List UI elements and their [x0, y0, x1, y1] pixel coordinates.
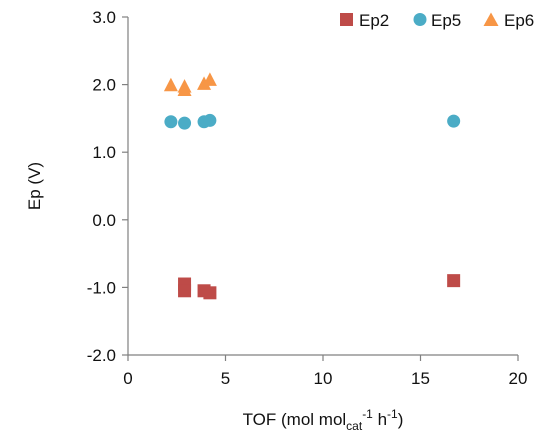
- x-axis-title-sup2: -1: [387, 407, 398, 421]
- data-point-ep2: [178, 284, 192, 298]
- legend-marker-ep2: [340, 13, 353, 26]
- x-axis-title-main: TOF (mol mol: [243, 410, 347, 429]
- data-point-ep5: [164, 115, 178, 129]
- x-axis-title: TOF (mol molcat-1 h-1): [243, 407, 404, 433]
- data-point-ep6: [163, 77, 178, 92]
- data-point-ep6: [202, 72, 217, 86]
- data-point-ep2: [203, 286, 217, 300]
- y-tick-label: 3.0: [92, 8, 116, 27]
- legend-item-ep2: Ep2: [340, 11, 389, 30]
- x-tick-label: 20: [509, 369, 528, 388]
- data-point-ep5: [203, 113, 217, 127]
- series-ep2: [178, 274, 461, 300]
- x-axis-title-end: ): [398, 410, 404, 429]
- y-tick-label: 0.0: [92, 211, 116, 230]
- x-axis-title-sup1: -1: [362, 407, 373, 421]
- series-ep6: [163, 72, 217, 97]
- legend-label-ep6: Ep6: [504, 11, 534, 30]
- x-tick-label: 15: [411, 369, 430, 388]
- legend-item-ep6: Ep6: [483, 11, 534, 30]
- data-point-ep2: [447, 274, 461, 288]
- data-point-ep5: [447, 114, 461, 128]
- legend: Ep2 Ep5 Ep6: [340, 11, 534, 30]
- x-axis-title-sub: cat: [346, 419, 363, 433]
- ticks: [122, 16, 519, 361]
- legend-label-ep2: Ep2: [359, 11, 389, 30]
- legend-marker-ep6: [483, 12, 499, 26]
- data-markers: [163, 72, 461, 300]
- legend-marker-ep5: [413, 13, 427, 26]
- data-point-ep6: [197, 76, 212, 90]
- legend-label-ep5: Ep5: [431, 11, 461, 30]
- x-tick-label: 5: [221, 369, 230, 388]
- x-axis-title-mid: h: [373, 410, 387, 429]
- y-axis-title: Ep (V): [25, 162, 44, 210]
- tick-labels: -2.0 -1.0 0.0 1.0 2.0 3.0 0 5 10 15 20: [87, 8, 528, 388]
- x-tick-label: 10: [314, 369, 333, 388]
- y-tick-label: -1.0: [87, 278, 116, 297]
- y-tick-label: -2.0: [87, 346, 116, 365]
- axes: [127, 17, 518, 356]
- y-tick-label: 2.0: [92, 76, 116, 95]
- legend-item-ep5: Ep5: [413, 11, 461, 30]
- x-tick-label: 0: [123, 369, 132, 388]
- data-point-ep6: [177, 82, 192, 97]
- data-point-ep5: [178, 116, 192, 130]
- y-tick-label: 1.0: [92, 143, 116, 162]
- series-ep5: [164, 113, 461, 130]
